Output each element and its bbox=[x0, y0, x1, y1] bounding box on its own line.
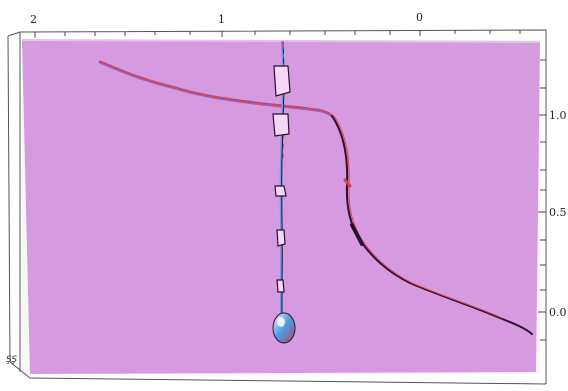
crack-markers bbox=[272, 65, 291, 293]
crack-blob bbox=[272, 312, 296, 344]
top-tick-marks bbox=[34, 30, 521, 38]
crack-right-descending bbox=[331, 115, 533, 335]
corner-axis-label: ŞŞ bbox=[6, 355, 18, 365]
crack-horizontal-upper bbox=[98, 60, 334, 118]
right-tick-label: 0.0 bbox=[549, 306, 567, 319]
right-tick-label: 0.5 bbox=[549, 206, 567, 219]
top-tick-label: 2 bbox=[30, 13, 37, 26]
plot-frame bbox=[7, 29, 547, 385]
top-tick-label: 1 bbox=[218, 13, 225, 26]
right-tick-marks bbox=[538, 59, 546, 341]
top-tick-label: 0 bbox=[416, 11, 423, 24]
right-tick-label: 1.0 bbox=[549, 109, 567, 122]
